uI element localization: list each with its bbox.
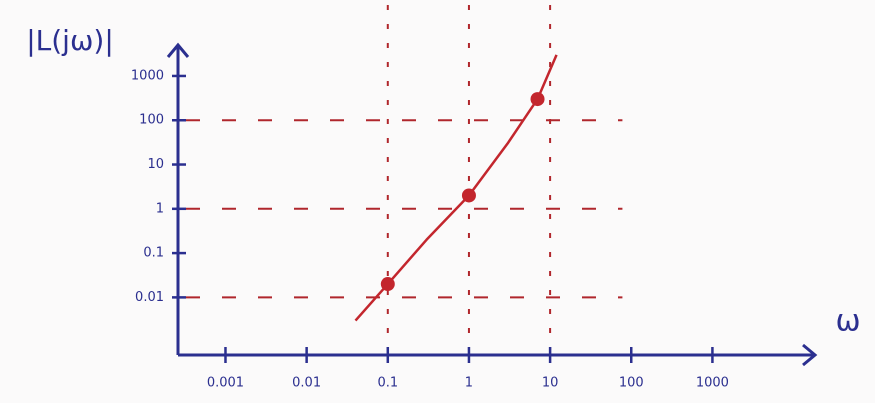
y-axis-label: |L(jω)| bbox=[26, 24, 114, 57]
y-tick-label: 0.01 bbox=[135, 290, 164, 305]
page: |L(jω)| ω 0.01 0.1 1 10 100 1000 0.001 0.01 0.1 1… bbox=[0, 0, 875, 403]
x-axis-label: ω bbox=[835, 304, 860, 339]
y-tick-label: 1000 bbox=[131, 68, 164, 83]
marker bbox=[381, 277, 395, 291]
y-tick-label: 0.1 bbox=[143, 246, 164, 261]
x-tick-label: 0.001 bbox=[207, 376, 244, 391]
y-tick-label: 10 bbox=[147, 157, 164, 172]
marker bbox=[462, 188, 476, 202]
x-tick-label: 0.1 bbox=[377, 376, 398, 391]
x-tick-label: 100 bbox=[619, 376, 644, 391]
y-tick-label: 1 bbox=[156, 201, 164, 216]
x-tick-label: 1 bbox=[465, 376, 473, 391]
y-tick-label: 100 bbox=[139, 113, 164, 128]
x-tick-label: 1000 bbox=[696, 376, 729, 391]
marker bbox=[531, 92, 545, 106]
x-tick-label: 0.01 bbox=[292, 376, 321, 391]
chart: |L(jω)| ω 0.01 0.1 1 10 100 1000 0.001 0.01 0.1 1… bbox=[0, 0, 875, 403]
x-tick-label: 10 bbox=[542, 376, 559, 391]
